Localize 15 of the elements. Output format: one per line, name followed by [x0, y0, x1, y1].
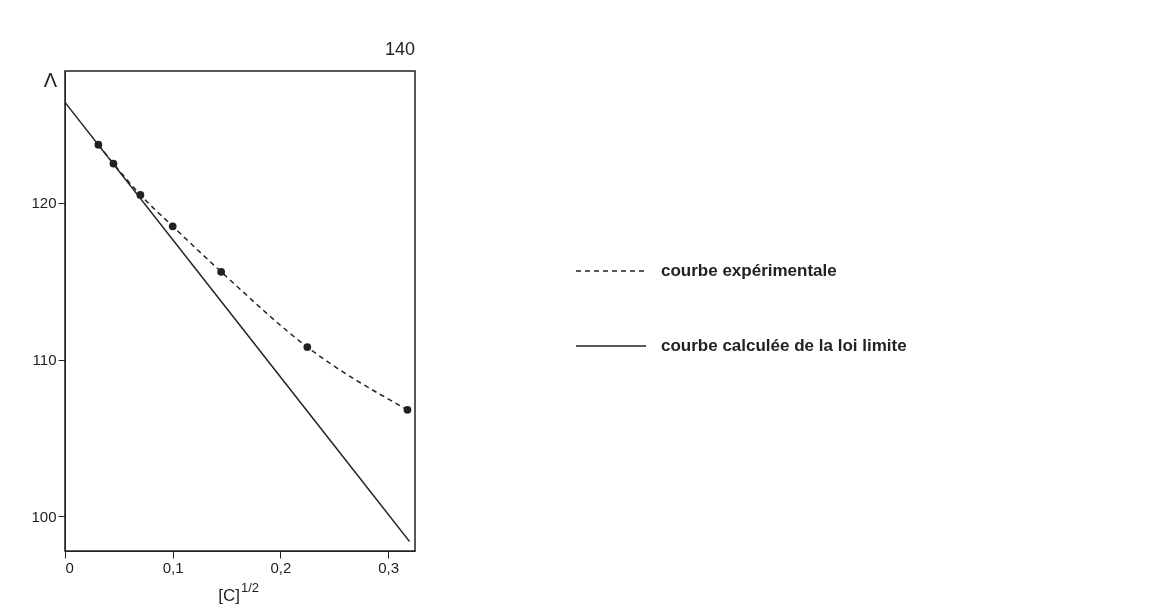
y-tick-label: 110: [32, 351, 57, 369]
legend-label: courbe calculée de la loi limite: [661, 336, 907, 355]
point: [403, 405, 412, 414]
y-axis-title: Λ: [43, 69, 58, 91]
point: [303, 343, 312, 351]
x-tick-label: 0,1: [162, 558, 184, 576]
text: 140: [384, 39, 415, 59]
x-tick-label: 0,2: [270, 558, 292, 576]
point: [168, 222, 177, 231]
x-tick-label: 0,3: [378, 558, 400, 576]
x-tick-label: 0: [65, 558, 74, 576]
y-tick-label: 100: [31, 507, 57, 525]
legend-label: courbe expérimentale: [661, 261, 837, 280]
y-tick-label: 120: [31, 194, 57, 212]
point: [217, 267, 226, 276]
